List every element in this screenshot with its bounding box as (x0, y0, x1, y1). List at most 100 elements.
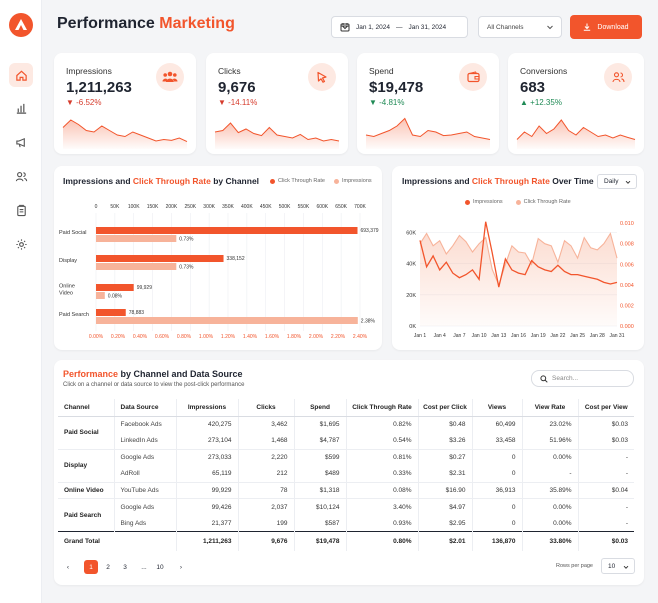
column-header[interactable]: Channel (58, 399, 114, 417)
category-label: Paid Search (59, 312, 89, 318)
kpi-change: ▼ -14.11% (218, 98, 258, 107)
data-source-cell[interactable]: AdRoll (113, 465, 176, 482)
nav-settings[interactable] (9, 232, 33, 256)
sparkline-area (63, 120, 187, 149)
ctr-bar (96, 317, 358, 324)
data-source-cell[interactable]: LinkedIn Ads (113, 432, 176, 449)
x-axis-tick-label: Jan 7 (453, 333, 465, 339)
metric-cell: - (577, 448, 634, 466)
data-source-cell[interactable]: Bing Ads (113, 515, 176, 532)
channel-cell[interactable]: Online Video (58, 481, 114, 499)
metric-cell: 199 (237, 515, 294, 532)
metric-cell: 36,913 (471, 481, 522, 499)
top-axis-tick-label: 50K (110, 204, 120, 210)
column-header[interactable]: Click Through Rate (345, 399, 418, 417)
kpi-sparkline (214, 122, 340, 149)
data-source-cell[interactable]: Google Ads (113, 448, 176, 466)
table-row[interactable]: Online Video YouTube Ads 99,929 78 $1,318 0.0… (58, 481, 634, 499)
kpi-card-clicks[interactable]: Clicks 9,676 ▼ -14.11% (206, 53, 348, 154)
metric-cell: 65,119 (175, 465, 238, 482)
data-source-cell[interactable]: Facebook Ads (113, 416, 176, 433)
table-row[interactable]: Bing Ads 21,377 199 $587 0.93% $2.95 0 0.00% - (58, 515, 634, 532)
metric-cell: 51.96% (521, 432, 578, 449)
nav-campaigns[interactable] (9, 130, 33, 154)
table-title-rest: by Channel and Data Source (118, 369, 243, 379)
table-row[interactable]: Paid Social Facebook Ads 420,275 3,462 $1,69… (58, 416, 634, 436)
metric-cell: 0 (471, 515, 522, 532)
pagination-page[interactable]: 10 (156, 563, 164, 571)
download-button[interactable]: Download (570, 15, 642, 39)
column-header[interactable]: Cost per View (577, 399, 634, 417)
table-row[interactable]: LinkedIn Ads 273,104 1,468 $4,787 0.54% $3.26… (58, 432, 634, 449)
granularity-select[interactable]: Daily (597, 174, 637, 189)
column-header[interactable]: Views (471, 399, 522, 417)
top-axis-tick-label: 700K (354, 204, 366, 210)
bottom-axis-tick-label: 0.40% (133, 334, 148, 340)
bottom-axis-tick-label: 2.40% (353, 334, 368, 340)
metric-cell: 2,220 (237, 448, 294, 466)
kpi-change-value: +12.35% (530, 98, 562, 107)
metric-cell: 273,033 (175, 448, 238, 466)
rows-per-page-select[interactable]: 10 (601, 558, 635, 574)
download-label: Download (597, 23, 629, 31)
ctr-bar-label: 0.08% (108, 294, 123, 300)
kpi-card-impressions[interactable]: Impressions 1,211,263 ▼ -6.52% (54, 53, 196, 154)
time-line-chart-card: Impressions and Click Through Rate Over … (392, 166, 644, 350)
bottom-axis-tick-label: 2.20% (331, 334, 346, 340)
pagination-prev[interactable]: ‹ (66, 563, 70, 571)
column-header[interactable]: Spend (293, 399, 346, 417)
top-axis-tick-label: 350K (222, 204, 234, 210)
kpi-card-conversions[interactable]: Conversions 683 ▲ +12.35% (508, 53, 644, 154)
metric-cell: 60,499 (471, 416, 522, 433)
pagination-page[interactable]: 2 (106, 563, 110, 571)
right-axis-tick-label: 0.006 (620, 262, 634, 268)
nav-reports[interactable] (9, 198, 33, 222)
pagination-next[interactable]: › (179, 563, 183, 571)
column-header[interactable]: Cost per Click (417, 399, 472, 417)
metric-cell: 33,458 (471, 432, 522, 449)
kpi-card-spend[interactable]: Spend $19,478 ▼ -4.81% (357, 53, 499, 154)
table-search-input[interactable]: Search... (531, 370, 634, 387)
search-icon (540, 375, 548, 383)
channel-cell[interactable]: Display (58, 448, 114, 482)
channel-cell[interactable]: Paid Search (58, 498, 114, 532)
column-header[interactable]: View Rate (521, 399, 578, 417)
metric-cell: 23.02% (521, 416, 578, 433)
column-header[interactable]: Data Source (113, 399, 176, 417)
performance-table: Channel Data Source Impressions Clicks S… (58, 399, 634, 551)
table-row[interactable]: Display Google Ads 273,033 2,220 $599 0.81% $0… (58, 448, 634, 482)
bar-chart-icon (16, 103, 26, 114)
channel-select[interactable]: All Channels (478, 16, 562, 38)
download-icon (584, 23, 591, 31)
right-axis-tick-label: 0.000 (620, 324, 634, 330)
pagination-page[interactable]: 1 (84, 560, 98, 574)
column-header[interactable]: Clicks (237, 399, 294, 417)
channel-cell[interactable]: Paid Social (64, 429, 99, 436)
brand-logo[interactable] (9, 13, 33, 37)
kpi-change-value: -4.81% (379, 98, 405, 107)
table-row[interactable]: AdRoll 65,119 212 $489 0.33% $2.31 0- - (58, 465, 634, 482)
bar-chart-title: Impressions and Click Through Rate by Ch… (63, 176, 259, 186)
bottom-axis-tick-label: 1.80% (287, 334, 302, 340)
category-label: Video (59, 291, 73, 297)
metric-cell: $2.95 (417, 515, 472, 532)
metric-cell: - (521, 465, 578, 482)
table-row[interactable]: Paid Search Google Ads 99,426 2,037 $10,124 3… (58, 498, 634, 532)
nav-audience[interactable] (9, 164, 33, 188)
kpi-badge (156, 63, 184, 91)
table-title-accent: Performance (63, 369, 119, 379)
data-source-cell[interactable]: YouTube Ads (113, 481, 176, 499)
page-title: Performance Marketing (57, 15, 235, 33)
data-source-cell[interactable]: Google Ads (113, 498, 176, 515)
kpi-sparkline (365, 117, 491, 149)
date-range-picker[interactable]: Jan 1, 2024 — Jan 31, 2024 (331, 16, 468, 38)
pagination-page[interactable]: 3 (123, 563, 127, 571)
channel-bar-chart-card: Impressions and Click Through Rate by Ch… (54, 166, 382, 350)
column-header[interactable]: Impressions (175, 399, 238, 417)
ctr-bar (96, 235, 177, 242)
kpi-badge (604, 63, 632, 91)
nav-home[interactable] (9, 63, 33, 87)
top-axis-tick-label: 300K (203, 204, 215, 210)
legend-label: Impressions (341, 178, 372, 184)
nav-analytics[interactable] (9, 96, 33, 120)
